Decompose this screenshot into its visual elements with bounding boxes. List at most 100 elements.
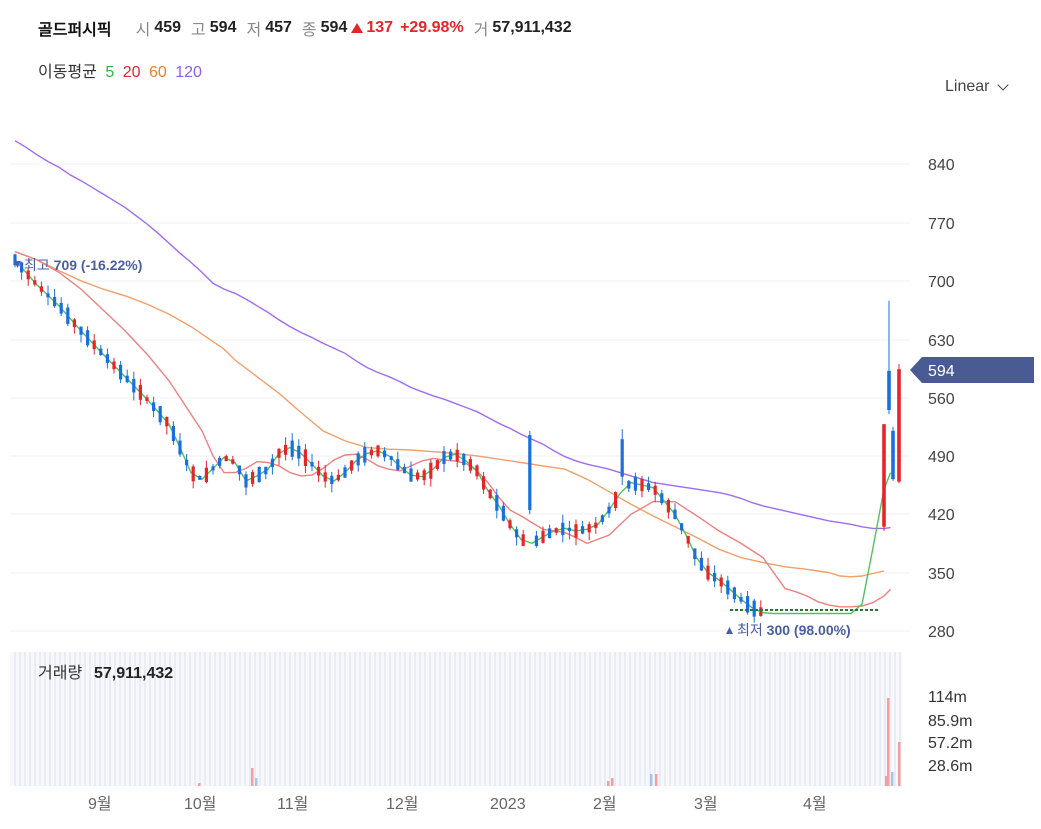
candle-body (627, 480, 631, 489)
volume-tick: 28.6m (928, 758, 972, 775)
volume-stripe (669, 652, 671, 786)
volume-stripe (74, 652, 76, 786)
high-annotation-value: 709 (-16.22%) (54, 257, 143, 273)
volume-stripe (274, 652, 276, 786)
candle-body (125, 375, 129, 383)
volume-panel-value: 57,911,432 (94, 665, 173, 682)
volume-stripe (354, 652, 356, 786)
candle-body (882, 424, 886, 527)
volume-stripe (224, 652, 226, 786)
volume-stripe (494, 652, 496, 786)
volume-stripe (744, 652, 746, 786)
candle-body (409, 468, 413, 482)
ma60-line (14, 250, 885, 578)
candle-body (264, 466, 268, 475)
up-triangle-icon (726, 627, 733, 634)
volume-stripe (719, 652, 721, 786)
volume-stripe (569, 652, 571, 786)
volume-bar (650, 774, 653, 786)
x-tick: 2023 (490, 796, 526, 813)
volume-stripe (49, 652, 51, 786)
candle-body (752, 600, 756, 617)
volume-stripe (139, 652, 141, 786)
candle-body (303, 449, 307, 466)
volume-stripe (359, 652, 361, 786)
volume-stripe (829, 652, 831, 786)
y-tick: 350 (928, 566, 955, 583)
volume-stripe (419, 652, 421, 786)
volume-stripe (849, 652, 851, 786)
candle-body (713, 572, 717, 582)
volume-stripe (114, 652, 116, 786)
volume-stripe (199, 652, 201, 786)
volume-stripe (529, 652, 531, 786)
volume-stripe (404, 652, 406, 786)
candle-body (66, 307, 70, 325)
volume-stripe (344, 652, 346, 786)
current-price-tag: 594 (910, 357, 1034, 383)
volume-stripe (369, 652, 371, 786)
volume-stripe (499, 652, 501, 786)
y-tick: 490 (928, 449, 955, 466)
volume-stripe (694, 652, 696, 786)
candle-body (336, 474, 340, 481)
candle-body (640, 478, 644, 492)
volume-stripe (99, 652, 101, 786)
volume-stripe (564, 652, 566, 786)
ma5-line (14, 259, 892, 615)
y-tick: 770 (928, 216, 955, 233)
volume-stripe (894, 652, 896, 786)
volume-stripe (809, 652, 811, 786)
candle-body (290, 440, 294, 457)
volume-stripe (179, 652, 181, 786)
candle-body (13, 254, 17, 266)
candle-body (515, 529, 519, 538)
candle-body (59, 302, 63, 314)
volume-bar (891, 772, 894, 786)
volume-stripe (169, 652, 171, 786)
volume-stripe (734, 652, 736, 786)
candle-body (567, 527, 571, 532)
scale-select[interactable]: Linear (945, 78, 1010, 96)
volume-stripe (19, 652, 21, 786)
high-annotation-label: 최고 (24, 257, 50, 273)
x-tick: 3월 (694, 795, 718, 813)
candle-body (211, 466, 215, 471)
volume-stripe (174, 652, 176, 786)
ma60-legend: 60 (148, 64, 167, 81)
candle-body (350, 460, 354, 471)
volume-stripe (324, 652, 326, 786)
candle-body (330, 475, 334, 485)
x-tick: 2월 (593, 795, 617, 813)
volume-stripe (519, 652, 521, 786)
candle-body (218, 457, 222, 466)
volume-stripe (834, 652, 836, 786)
low-label: 저 (246, 22, 262, 39)
volume-stripe (484, 652, 486, 786)
volume-stripe (219, 652, 221, 786)
candle-body (739, 597, 743, 602)
close-value: 594 (320, 19, 348, 36)
candle-body (72, 319, 76, 328)
volume-stripe (509, 652, 511, 786)
volume-stripe (674, 652, 676, 786)
volume-stripe (824, 652, 826, 786)
volume-bar (887, 698, 890, 786)
volume-bar (655, 774, 658, 786)
volume-stripe (764, 652, 766, 786)
candle-body (422, 470, 426, 481)
candle-body (449, 451, 453, 460)
volume-stripe (709, 652, 711, 786)
volume-stripe (79, 652, 81, 786)
price-grid (10, 163, 910, 632)
volume-value: 57,911,432 (492, 19, 572, 36)
volume-bar (607, 781, 610, 786)
volume-stripe (429, 652, 431, 786)
volume-bar (885, 776, 888, 786)
volume-stripe (659, 652, 661, 786)
down-triangle-icon (14, 261, 21, 268)
volume-stripe (289, 652, 291, 786)
y-tick: 560 (928, 391, 955, 408)
volume-stripe (839, 652, 841, 786)
